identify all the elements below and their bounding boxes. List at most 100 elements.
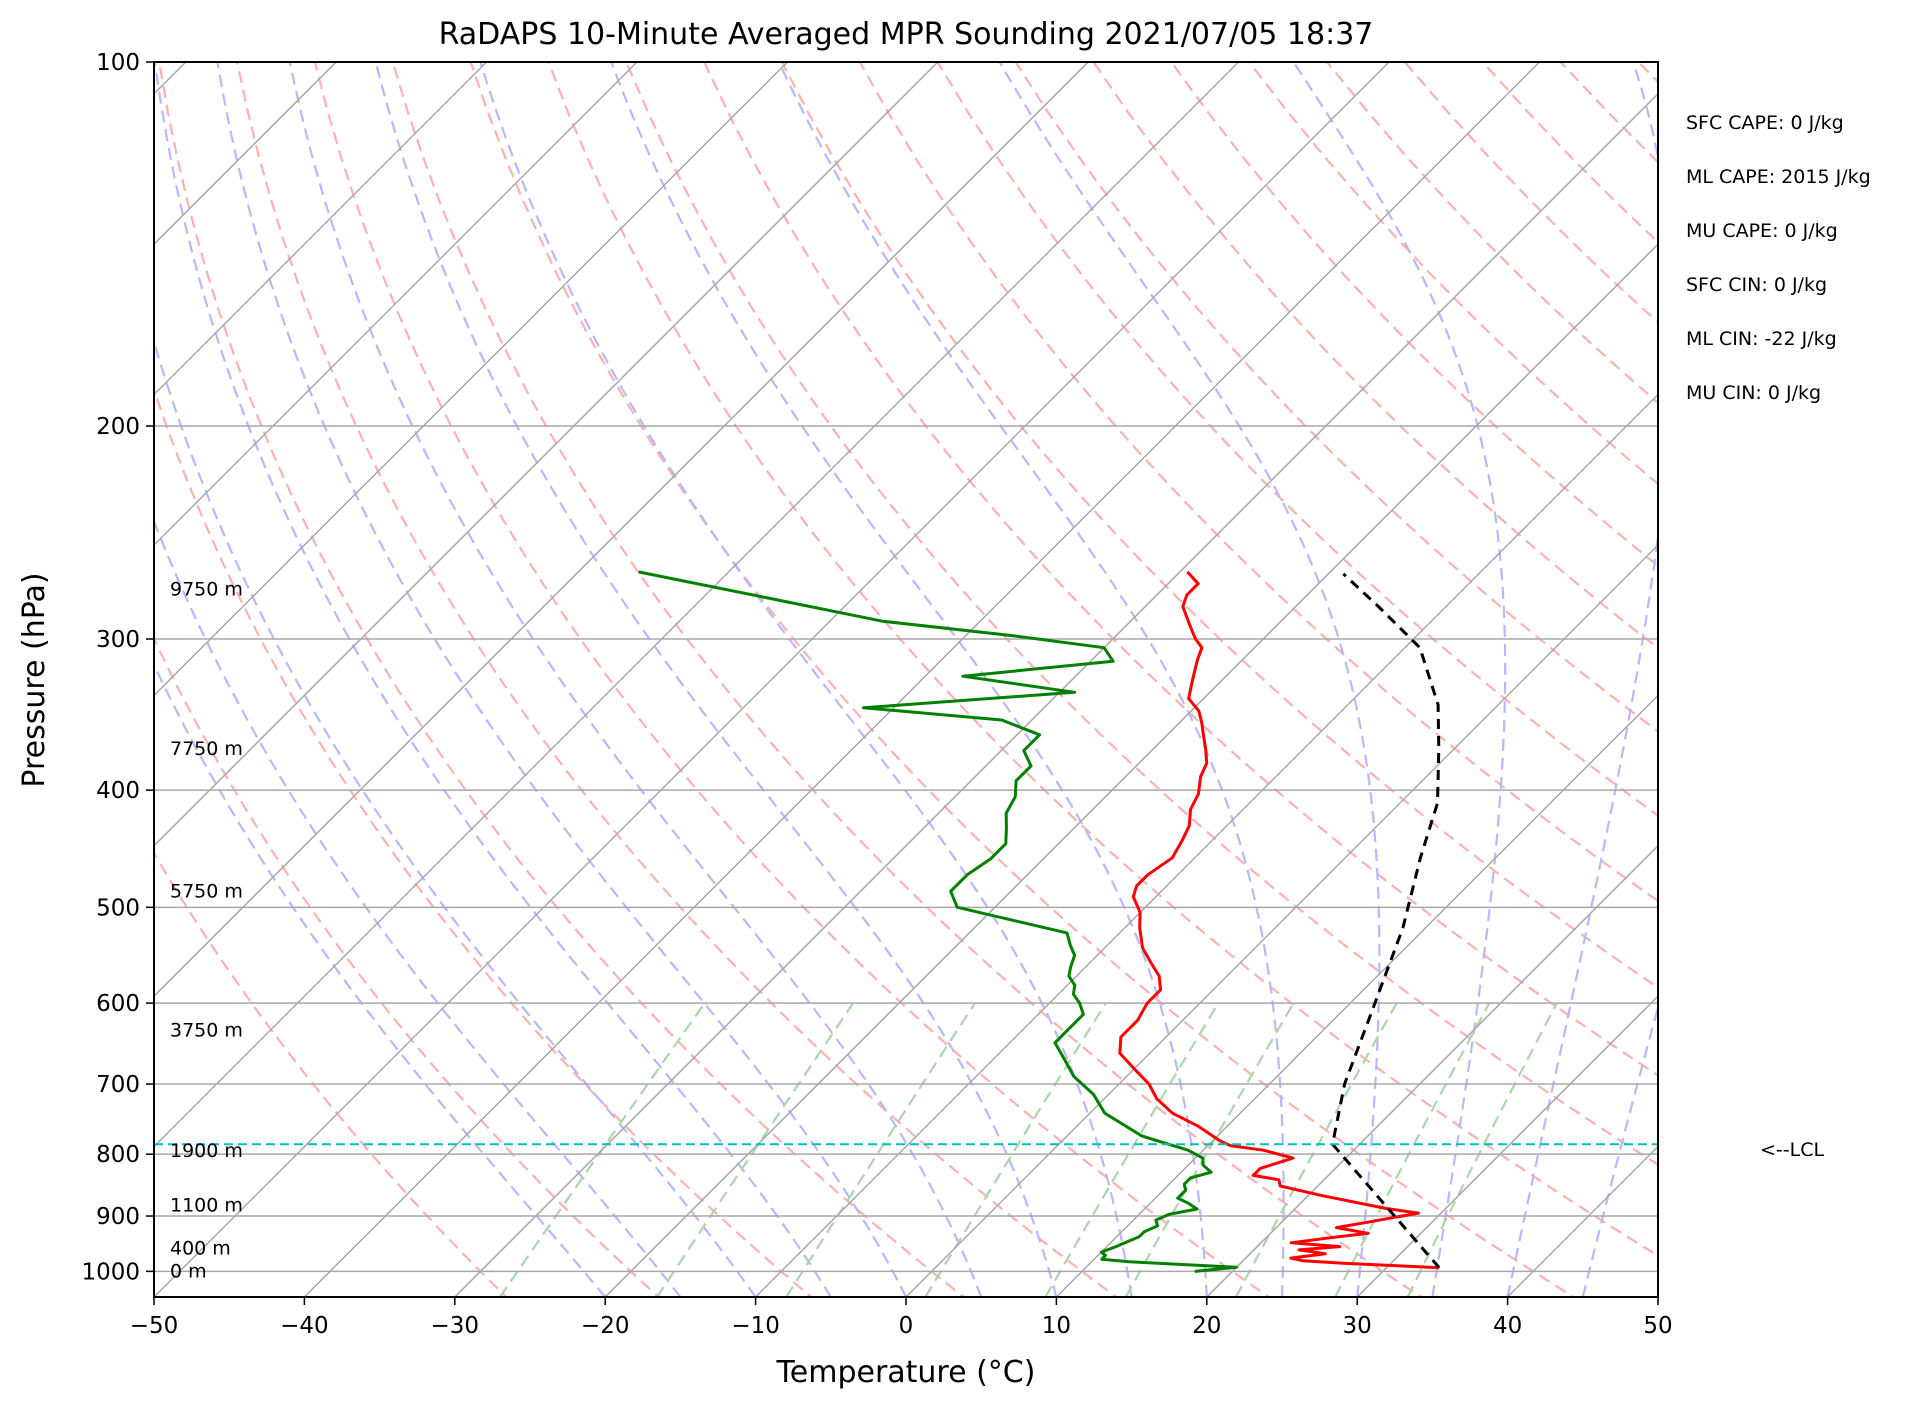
dry-adiabat <box>1716 62 1914 1302</box>
height-label: 7750 m <box>170 738 243 760</box>
isotherm <box>454 92 1658 1297</box>
moist-adiabat <box>777 62 1285 1297</box>
height-label: 1900 m <box>170 1140 243 1162</box>
dry-adiabat <box>154 636 661 1297</box>
isotherm <box>1507 1145 1658 1297</box>
isotherm <box>1657 1295 1658 1297</box>
height-label: 400 m <box>170 1237 231 1259</box>
x-tick-label: 10 <box>1042 1313 1071 1339</box>
chart-title: RaDAPS 10-Minute Averaged MPR Sounding 2… <box>439 17 1374 52</box>
isotherm <box>154 62 488 396</box>
height-labels: 9750 m 7750 m 5750 m 3750 m 1900 m 1100 m 400 … <box>170 578 243 1282</box>
height-label: 1100 m <box>170 1194 243 1216</box>
y-axis-label: Pressure (hPa) <box>17 572 52 787</box>
dry-adiabat <box>391 62 1424 1297</box>
dry-adiabat <box>1326 62 1658 405</box>
moist-adiabat <box>374 62 1058 1297</box>
y-tick-label: 1000 <box>81 1259 140 1285</box>
index-text: SFC CIN: 0 J/kg <box>1686 274 1827 296</box>
dewpoint-line <box>638 570 1239 1273</box>
background-lines <box>154 62 1914 1302</box>
y-tick-label: 300 <box>96 627 140 653</box>
isotherm <box>1055 694 1658 1297</box>
x-tick-label: −10 <box>731 1313 780 1339</box>
dry-adiabat <box>1014 62 1658 733</box>
dry-adiabat <box>1637 62 1658 84</box>
moist-adiabat <box>154 662 607 1297</box>
mixing-ratio-line <box>1406 1002 1558 1297</box>
height-label: 5750 m <box>170 880 243 902</box>
dry-adiabat <box>1248 62 1658 486</box>
y-tick-label: 900 <box>96 1204 140 1230</box>
y-tick-label: 500 <box>96 895 140 921</box>
moist-adiabat <box>1581 1003 1658 1297</box>
isotherm <box>154 62 939 847</box>
moist-adiabat <box>1292 62 1507 1297</box>
dry-adiabat <box>1170 62 1658 568</box>
isotherm <box>604 243 1658 1297</box>
isotherm <box>154 62 1240 1148</box>
y-tick-label: 700 <box>96 1072 140 1098</box>
moist-adiabat <box>610 62 1208 1297</box>
dry-adiabat <box>1481 62 1658 244</box>
x-tick-label: −50 <box>130 1313 179 1339</box>
y-tick-label: 800 <box>96 1142 140 1168</box>
x-tick-label: 50 <box>1643 1313 1672 1339</box>
x-tick-label: −40 <box>280 1313 329 1339</box>
x-axis-label: Temperature (°C) <box>776 1355 1036 1390</box>
isotherm <box>1206 844 1658 1297</box>
isotherm <box>303 62 1540 1297</box>
lcl-label: <--LCL <box>1760 1139 1824 1161</box>
isotherm <box>1356 995 1658 1297</box>
mixing-ratio-line <box>498 1002 706 1297</box>
dry-adiabat <box>625 62 1658 1166</box>
y-tick-label: 400 <box>96 778 140 804</box>
dry-adiabat <box>154 386 813 1297</box>
height-label: 0 m <box>170 1260 207 1282</box>
height-label: 9750 m <box>170 578 243 600</box>
dry-adiabat <box>547 62 1658 1258</box>
y-tick-label: 600 <box>96 991 140 1017</box>
isotherm <box>755 393 1658 1297</box>
moist-adiabat <box>479 62 1133 1297</box>
dry-adiabat <box>703 62 1658 1077</box>
moist-adiabat <box>154 62 832 1297</box>
mixing-ratio-line <box>1124 1002 1295 1297</box>
moist-adiabat <box>216 62 907 1297</box>
index-text: MU CAPE: 0 J/kg <box>1686 220 1838 242</box>
x-tick-label: 20 <box>1192 1313 1221 1339</box>
isotherm <box>154 62 1089 998</box>
mixing-ratio-line <box>656 1002 855 1297</box>
mixing-ratio-line <box>1334 1002 1491 1297</box>
stability-indices: SFC CAPE: 0 J/kg ML CAPE: 2015 J/kg MU CAP… <box>1686 112 1871 404</box>
isotherm <box>1808 62 1914 1297</box>
moist-adiabat <box>288 62 983 1297</box>
temperature-line <box>1118 570 1440 1270</box>
height-label: 3750 m <box>170 1019 243 1041</box>
dry-adiabat <box>1559 62 1658 164</box>
moist-adiabat <box>1506 62 1658 1297</box>
parcel-line <box>1331 572 1441 1269</box>
dry-adiabat <box>781 62 1658 989</box>
dry-adiabat <box>936 62 1658 817</box>
x-tick-label: −30 <box>431 1313 480 1339</box>
x-tick-label: 40 <box>1493 1313 1522 1339</box>
y-tick-label: 100 <box>96 50 140 76</box>
index-text: ML CIN: -22 J/kg <box>1686 328 1837 350</box>
mixing-ratio-line <box>1235 1002 1398 1297</box>
moist-adiabat <box>154 337 757 1297</box>
dry-adiabat <box>313 62 1271 1297</box>
moist-adiabat <box>998 62 1381 1297</box>
isotherm <box>154 62 638 547</box>
profile-lines <box>154 570 1658 1273</box>
isotherm <box>905 543 1658 1297</box>
index-text: MU CIN: 0 J/kg <box>1686 382 1821 404</box>
dry-adiabat <box>158 62 966 1297</box>
dry-adiabat <box>469 62 1576 1297</box>
dry-adiabat <box>1403 62 1658 324</box>
lcl-annotation: <--LCL <box>1760 1139 1824 1161</box>
x-tick-label: 0 <box>899 1313 914 1339</box>
x-tick-label: 30 <box>1343 1313 1372 1339</box>
